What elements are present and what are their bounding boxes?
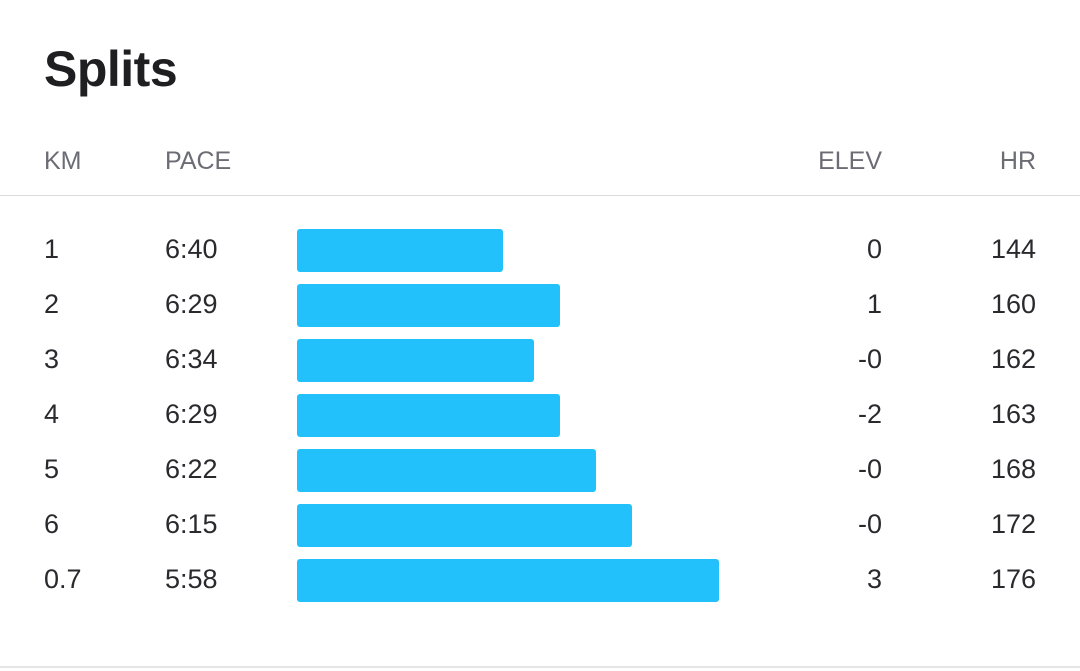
split-row: 5 6:22 -0 168	[0, 443, 1080, 498]
pace-bar	[297, 284, 560, 327]
splits-table-body: 1 6:40 0 144 2 6:29 1 160 3 6:34 -0 1 6 2 …	[0, 223, 1080, 608]
split-pace: 6:29	[165, 289, 218, 319]
column-header-km: KM	[44, 147, 82, 175]
split-row: 6 6:15 -0 172	[0, 498, 1080, 553]
column-header-pace: PACE	[165, 147, 232, 175]
split-km: 6	[44, 509, 60, 539]
split-pace: 6:22	[165, 454, 218, 484]
split-elev: 3	[866, 564, 882, 594]
split-row: 1 6:40 0 144	[0, 223, 1080, 278]
split-km: 2	[44, 289, 60, 319]
split-elev: -2	[857, 399, 882, 429]
split-km: 0.7	[44, 564, 82, 594]
split-row: 3 6:34 -0 162	[0, 333, 1080, 388]
split-elev: -0	[857, 509, 882, 539]
pace-bar	[297, 559, 719, 602]
split-km: 5	[44, 454, 60, 484]
split-elev: -0	[857, 344, 882, 374]
split-pace: 6:15	[165, 509, 218, 539]
pace-bar	[297, 504, 632, 547]
split-row: 4 6:29 -2 163	[0, 388, 1080, 443]
pace-bar	[297, 339, 534, 382]
split-pace: 6:29	[165, 399, 218, 429]
split-km: 1	[44, 234, 60, 264]
split-elev: 0	[866, 234, 882, 264]
column-header-hr: HR	[999, 147, 1036, 175]
split-hr: 172	[990, 509, 1036, 539]
split-hr: 163	[990, 399, 1036, 429]
split-pace: 6:40	[165, 234, 218, 264]
pace-bar	[297, 394, 560, 437]
split-hr: 160	[990, 289, 1036, 319]
split-hr: 176	[990, 564, 1036, 594]
page-title: Splits	[44, 41, 178, 97]
splits-table-header: KM PACE ELEV HR	[0, 140, 1080, 196]
split-elev: -0	[857, 454, 882, 484]
column-header-elev: ELEV	[818, 147, 882, 175]
split-hr: 162	[990, 344, 1036, 374]
pace-bar	[297, 229, 503, 272]
split-elev: 1	[866, 289, 882, 319]
split-row: 2 6:29 1 160	[0, 278, 1080, 333]
split-pace: 6:34	[165, 344, 218, 374]
split-hr: 168	[990, 454, 1036, 484]
pace-bar	[297, 449, 596, 492]
split-km: 3	[44, 344, 60, 374]
split-pace: 5:58	[165, 564, 218, 594]
split-hr: 144	[990, 234, 1036, 264]
divider	[0, 666, 1080, 668]
split-row: 0.7 5:58 3 176	[0, 553, 1080, 608]
split-km: 4	[44, 399, 60, 429]
